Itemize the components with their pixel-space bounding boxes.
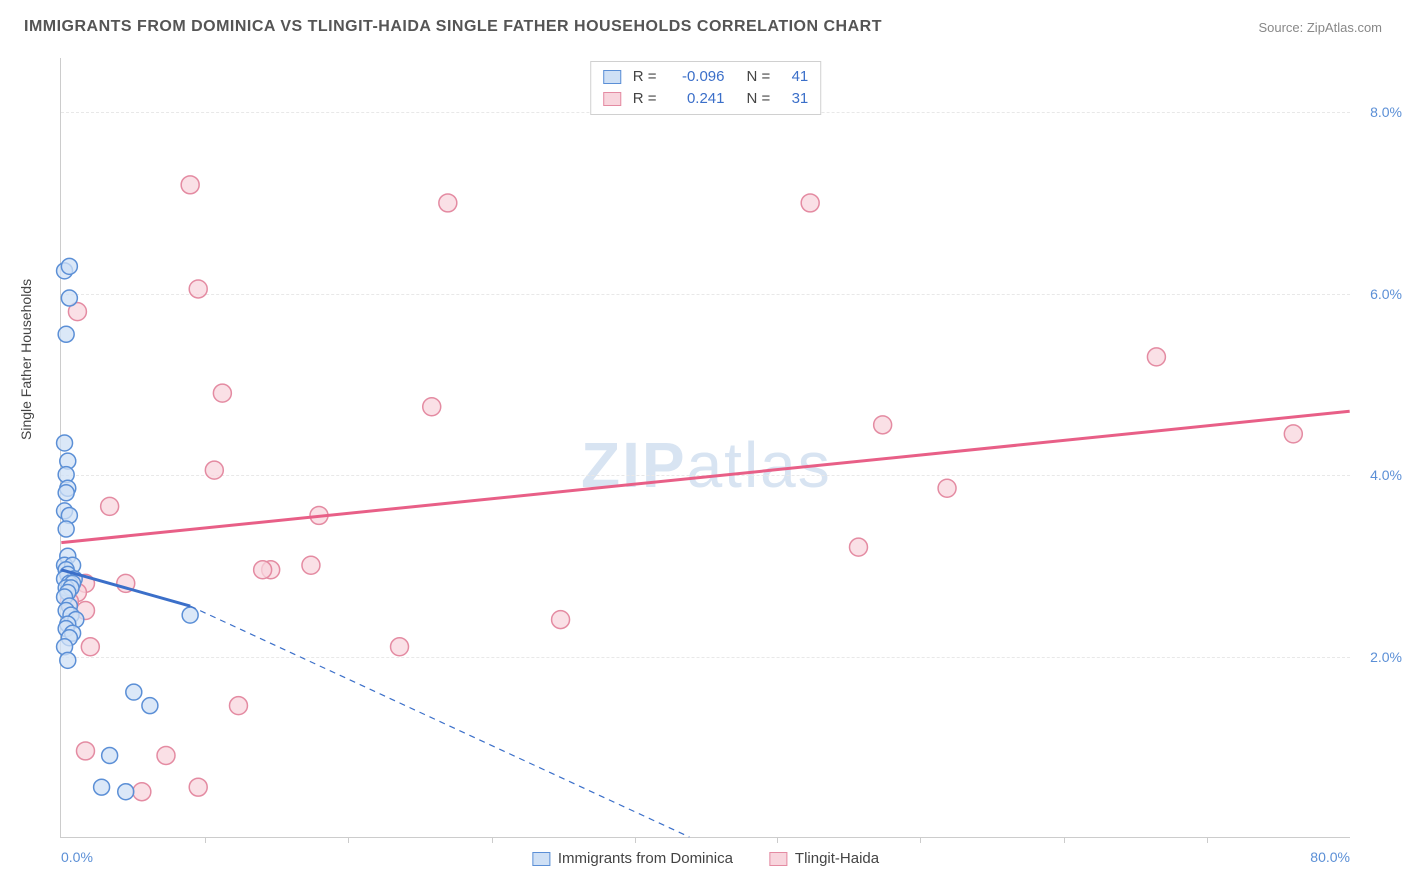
chart-title: IMMIGRANTS FROM DOMINICA VS TLINGIT-HAID…: [24, 18, 882, 36]
y-axis-label: Single Father Households: [18, 279, 34, 440]
data-point: [81, 638, 99, 656]
data-point: [801, 194, 819, 212]
x-tick: [348, 837, 349, 843]
x-tick: [920, 837, 921, 843]
legend-swatch: [532, 852, 550, 866]
legend-swatch: [603, 92, 621, 106]
n-value: 31: [778, 88, 808, 110]
data-point: [58, 521, 74, 537]
data-point: [552, 611, 570, 629]
y-tick-label: 2.0%: [1370, 649, 1402, 665]
scatter-plot: [61, 58, 1350, 837]
legend-swatch: [603, 70, 621, 84]
x-tick: [1064, 837, 1065, 843]
data-point: [254, 561, 272, 579]
r-value: 0.241: [665, 88, 725, 110]
r-value: -0.096: [665, 66, 725, 88]
x-tick: [205, 837, 206, 843]
legend-item: Tlingit-Haida: [769, 850, 879, 867]
data-point: [423, 398, 441, 416]
data-point: [57, 435, 73, 451]
legend-label: Immigrants from Dominica: [558, 850, 733, 867]
data-point: [938, 479, 956, 497]
data-point: [439, 194, 457, 212]
data-point: [76, 742, 94, 760]
data-point: [391, 638, 409, 656]
data-point: [142, 698, 158, 714]
r-label: R =: [633, 88, 657, 110]
data-point: [302, 556, 320, 574]
data-point: [181, 176, 199, 194]
data-point: [157, 746, 175, 764]
data-point: [189, 280, 207, 298]
series-legend: Immigrants from Dominica Tlingit-Haida: [532, 850, 879, 867]
r-label: R =: [633, 66, 657, 88]
x-axis-max-label: 80.0%: [1310, 849, 1350, 865]
x-tick: [1207, 837, 1208, 843]
y-tick-label: 4.0%: [1370, 467, 1402, 483]
data-point: [102, 747, 118, 763]
x-tick: [492, 837, 493, 843]
x-tick: [635, 837, 636, 843]
data-point: [61, 290, 77, 306]
data-point: [1147, 348, 1165, 366]
data-point: [94, 779, 110, 795]
y-tick-label: 8.0%: [1370, 104, 1402, 120]
legend-row: R = -0.096 N = 41: [603, 66, 809, 88]
n-label: N =: [747, 88, 771, 110]
data-point: [60, 652, 76, 668]
data-point: [118, 784, 134, 800]
legend-label: Tlingit-Haida: [795, 850, 879, 867]
data-point: [126, 684, 142, 700]
x-tick: [777, 837, 778, 843]
trend-line: [61, 411, 1349, 542]
data-point: [213, 384, 231, 402]
legend-swatch: [769, 852, 787, 866]
n-label: N =: [747, 66, 771, 88]
data-point: [61, 258, 77, 274]
data-point: [229, 697, 247, 715]
legend-row: R = 0.241 N = 31: [603, 88, 809, 110]
data-point: [58, 326, 74, 342]
data-point: [189, 778, 207, 796]
chart-area: ZIPatlas 2.0%4.0%6.0%8.0% R =-0.096N =41…: [60, 58, 1350, 838]
data-point: [874, 416, 892, 434]
data-point: [205, 461, 223, 479]
data-point: [850, 538, 868, 556]
source-label: Source: ZipAtlas.com: [1258, 20, 1382, 35]
x-axis-min-label: 0.0%: [61, 849, 93, 865]
trend-line-dashed: [190, 606, 689, 837]
n-value: 41: [778, 66, 808, 88]
data-point: [101, 497, 119, 515]
data-point: [133, 783, 151, 801]
data-point: [1284, 425, 1302, 443]
data-point: [182, 607, 198, 623]
correlation-legend: R = -0.096 N = 41 R = 0.241 N = 31: [590, 61, 822, 115]
legend-item: Immigrants from Dominica: [532, 850, 733, 867]
y-tick-label: 6.0%: [1370, 286, 1402, 302]
data-point: [58, 485, 74, 501]
